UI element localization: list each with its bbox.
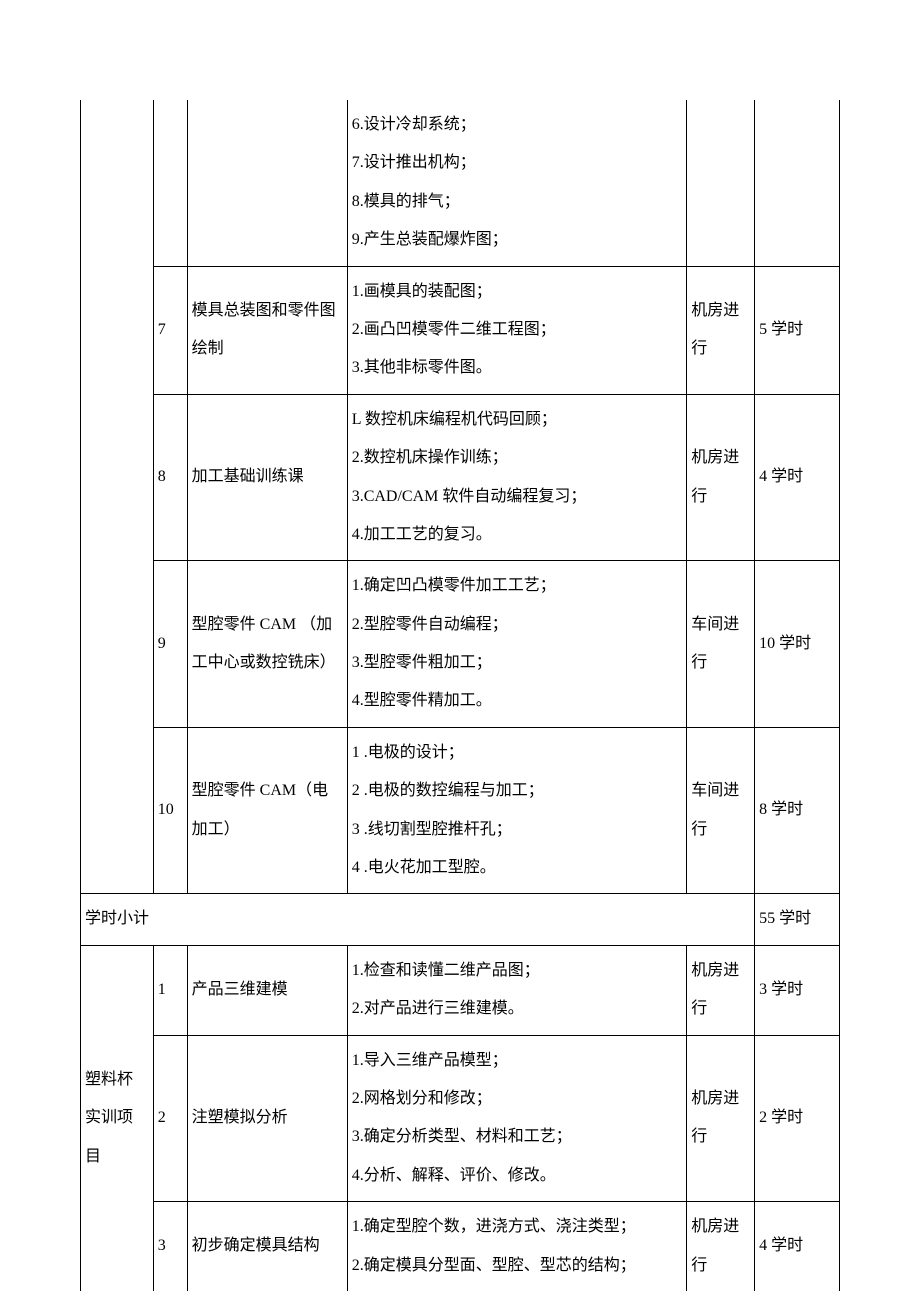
content-line: 2 .电极的数控编程与加工； xyxy=(352,772,682,810)
hours-cell: 2 学时 xyxy=(755,1035,840,1202)
hours-cell: 10 学时 xyxy=(755,561,840,728)
content-line: 3.其他非标零件图。 xyxy=(352,349,682,387)
hours-cell: 4 学时 xyxy=(755,1202,840,1291)
content-line: 1.确定型腔个数，进浇方式、浇注类型； xyxy=(352,1208,682,1246)
content-line: 2.对产品进行三维建模。 xyxy=(352,990,682,1028)
name-cell: 初步确定模具结构 xyxy=(187,1202,347,1291)
table-row: 7 模具总装图和零件图绘制 1.画模具的装配图； 2.画凸凹模零件二维工程图； … xyxy=(81,266,840,394)
subtotal-hours: 55 学时 xyxy=(755,894,840,945)
name-cell: 注塑模拟分析 xyxy=(187,1035,347,1202)
num-cell: 7 xyxy=(153,266,187,394)
table-row: 6.设计冷却系统； 7.设计推出机构； 8.模具的排气； 9.产生总装配爆炸图； xyxy=(81,100,840,266)
num-cell xyxy=(153,100,187,266)
hours-cell: 3 学时 xyxy=(755,945,840,1035)
name-cell: 型腔零件 CAM（电加工） xyxy=(187,727,347,894)
content-cell: 1.检查和读懂二维产品图； 2.对产品进行三维建模。 xyxy=(347,945,686,1035)
name-cell: 模具总装图和零件图绘制 xyxy=(187,266,347,394)
content-line: 2.型腔零件自动编程； xyxy=(352,606,682,644)
loc-cell: 机房进行 xyxy=(687,1202,755,1291)
content-line: 2.画凸凹模零件二维工程图； xyxy=(352,311,682,349)
loc-cell: 机房进行 xyxy=(687,394,755,561)
group-cell-prev xyxy=(81,100,154,894)
num-cell: 8 xyxy=(153,394,187,561)
content-cell: 1 .电极的设计； 2 .电极的数控编程与加工； 3 .线切割型腔推杆孔； 4 … xyxy=(347,727,686,894)
content-line: 4.加工工艺的复习。 xyxy=(352,516,682,554)
name-cell: 型腔零件 CAM （加工中心或数控铣床） xyxy=(187,561,347,728)
table-row: 塑料杯实训项目 1 产品三维建模 1.检查和读懂二维产品图； 2.对产品进行三维… xyxy=(81,945,840,1035)
num-cell: 3 xyxy=(153,1202,187,1291)
content-line: 4.分析、解释、评价、修改。 xyxy=(352,1157,682,1195)
subtotal-label: 学时小计 xyxy=(81,894,755,945)
content-line: 1.确定凹凸模零件加工工艺； xyxy=(352,567,682,605)
loc-cell xyxy=(687,100,755,266)
group-cell: 塑料杯实训项目 xyxy=(81,945,154,1291)
content-line: 3 .线切割型腔推杆孔； xyxy=(352,811,682,849)
content-cell: 6.设计冷却系统； 7.设计推出机构； 8.模具的排气； 9.产生总装配爆炸图； xyxy=(347,100,686,266)
content-line: L 数控机床编程机代码回顾； xyxy=(352,401,682,439)
name-cell: 加工基础训练课 xyxy=(187,394,347,561)
table-row: 10 型腔零件 CAM（电加工） 1 .电极的设计； 2 .电极的数控编程与加工… xyxy=(81,727,840,894)
table-row: 2 注塑模拟分析 1.导入三维产品模型； 2.网格划分和修改； 3.确定分析类型… xyxy=(81,1035,840,1202)
content-line: 6.设计冷却系统； xyxy=(352,106,682,144)
loc-cell: 机房进行 xyxy=(687,1035,755,1202)
loc-cell: 车间进行 xyxy=(687,561,755,728)
content-cell: L 数控机床编程机代码回顾； 2.数控机床操作训练； 3.CAD/CAM 软件自… xyxy=(347,394,686,561)
num-cell: 9 xyxy=(153,561,187,728)
content-cell: 1.画模具的装配图； 2.画凸凹模零件二维工程图； 3.其他非标零件图。 xyxy=(347,266,686,394)
table-row: 3 初步确定模具结构 1.确定型腔个数，进浇方式、浇注类型； 2.确定模具分型面… xyxy=(81,1202,840,1291)
content-line: 4 .电火花加工型腔。 xyxy=(352,849,682,887)
content-cell: 1.确定型腔个数，进浇方式、浇注类型； 2.确定模具分型面、型腔、型芯的结构； xyxy=(347,1202,686,1291)
content-line: 3.确定分析类型、材料和工艺； xyxy=(352,1118,682,1156)
content-line: 4.型腔零件精加工。 xyxy=(352,682,682,720)
content-line: 8.模具的排气； xyxy=(352,183,682,221)
content-cell: 1.导入三维产品模型； 2.网格划分和修改； 3.确定分析类型、材料和工艺； 4… xyxy=(347,1035,686,1202)
content-line: 1.导入三维产品模型； xyxy=(352,1042,682,1080)
content-line: 2.数控机床操作训练； xyxy=(352,439,682,477)
content-line: 2.网格划分和修改； xyxy=(352,1080,682,1118)
hours-cell: 5 学时 xyxy=(755,266,840,394)
loc-cell: 机房进行 xyxy=(687,266,755,394)
name-cell xyxy=(187,100,347,266)
content-line: 1.画模具的装配图； xyxy=(352,273,682,311)
content-line: 2.确定模具分型面、型腔、型芯的结构； xyxy=(352,1247,682,1285)
num-cell: 10 xyxy=(153,727,187,894)
content-line: 3.CAD/CAM 软件自动编程复习； xyxy=(352,478,682,516)
num-cell: 2 xyxy=(153,1035,187,1202)
hours-cell xyxy=(755,100,840,266)
hours-cell: 4 学时 xyxy=(755,394,840,561)
content-line: 3.型腔零件粗加工； xyxy=(352,644,682,682)
course-table: 6.设计冷却系统； 7.设计推出机构； 8.模具的排气； 9.产生总装配爆炸图；… xyxy=(80,100,840,1291)
content-line: 1 .电极的设计； xyxy=(352,734,682,772)
content-cell: 1.确定凹凸模零件加工工艺； 2.型腔零件自动编程； 3.型腔零件粗加工； 4.… xyxy=(347,561,686,728)
name-cell: 产品三维建模 xyxy=(187,945,347,1035)
table-row: 9 型腔零件 CAM （加工中心或数控铣床） 1.确定凹凸模零件加工工艺； 2.… xyxy=(81,561,840,728)
loc-cell: 机房进行 xyxy=(687,945,755,1035)
loc-cell: 车间进行 xyxy=(687,727,755,894)
content-line: 7.设计推出机构； xyxy=(352,144,682,182)
table-row: 8 加工基础训练课 L 数控机床编程机代码回顾； 2.数控机床操作训练； 3.C… xyxy=(81,394,840,561)
content-line: 9.产生总装配爆炸图； xyxy=(352,221,682,259)
hours-cell: 8 学时 xyxy=(755,727,840,894)
num-cell: 1 xyxy=(153,945,187,1035)
subtotal-row: 学时小计 55 学时 xyxy=(81,894,840,945)
content-line: 1.检查和读懂二维产品图； xyxy=(352,952,682,990)
